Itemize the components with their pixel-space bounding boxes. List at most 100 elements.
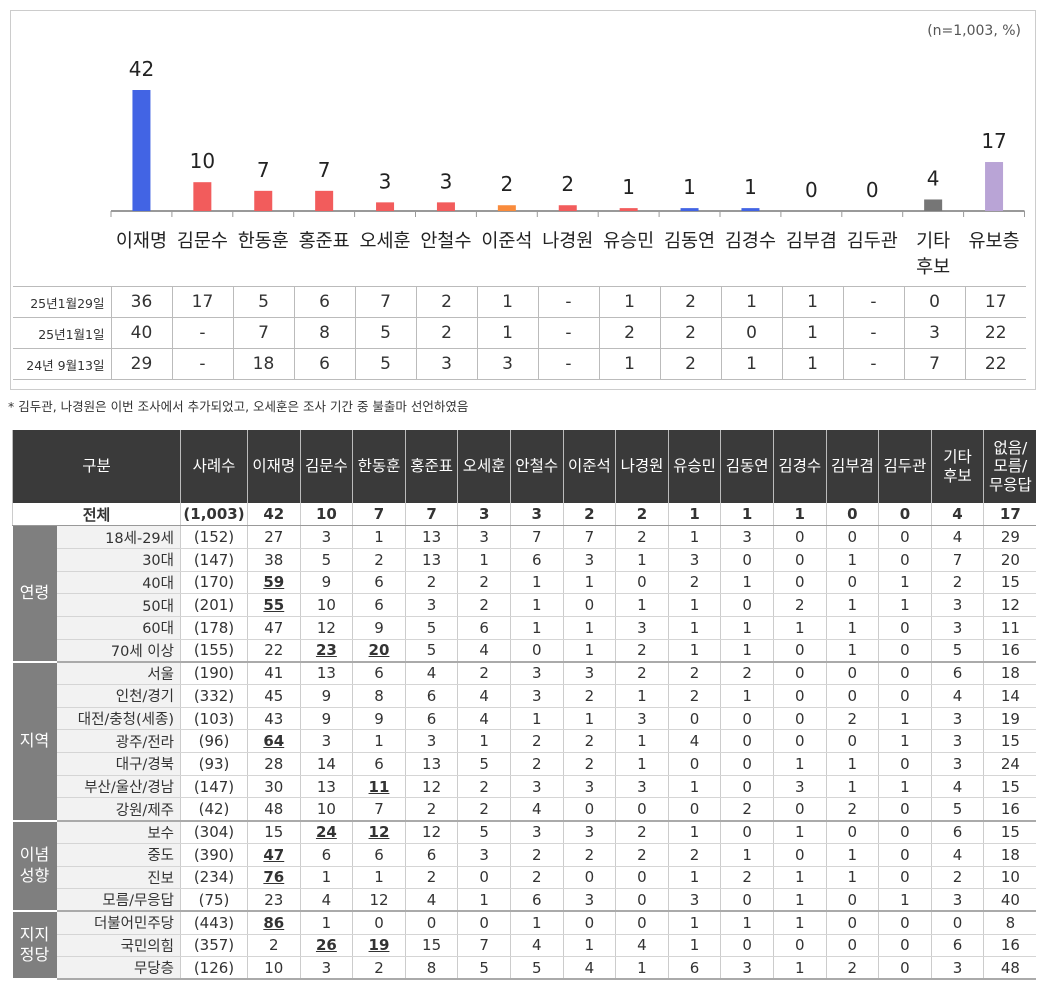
cell-value: 4 (479, 709, 489, 728)
cell: 13 (299, 661, 353, 685)
cell-value: 18 (1000, 845, 1020, 864)
cell: 2 (720, 661, 774, 685)
cell-value: 3 (952, 754, 963, 773)
cell-value: 3 (584, 890, 595, 909)
cell-value: 3 (952, 596, 963, 615)
cell-value: 1 (794, 913, 805, 932)
cell: 2 (667, 661, 721, 685)
cell-value: 9 (374, 618, 384, 637)
cell-value: 2 (374, 958, 384, 977)
cell: 4 (457, 639, 511, 663)
cell: 13 (299, 775, 353, 799)
cell-value: 9 (321, 686, 332, 705)
bar (985, 162, 1004, 211)
cell-value: 4 (426, 664, 437, 683)
cell: 1 (720, 616, 774, 640)
column-header: 구분 (12, 430, 181, 503)
cell-value: 0 (479, 868, 489, 887)
cell: 1 (825, 866, 879, 890)
cell-value: (103) (193, 709, 235, 728)
cell: 1 (509, 616, 564, 640)
cell-value: 1 (741, 505, 753, 524)
cell: 41 (247, 661, 301, 685)
cell-value: 11 (1000, 618, 1020, 637)
cell: 1 (772, 911, 827, 935)
cell: 2 (415, 317, 477, 349)
cell: 0 (772, 843, 827, 867)
cell-value: 10 (1000, 868, 1020, 887)
cell: 3 (509, 684, 564, 708)
cell: 16 (983, 934, 1037, 958)
cell-value: 1 (900, 890, 910, 909)
cell-value: 강원/제주 (115, 802, 174, 819)
cell: 0 (720, 934, 774, 958)
cell-value: 1 (742, 686, 752, 705)
cell-value: (178) (193, 618, 235, 637)
cell: 0 (772, 934, 827, 958)
cell: 15 (983, 820, 1037, 844)
category-label: 이재명 (116, 231, 167, 252)
cell: 6 (352, 571, 406, 595)
cell: 4 (930, 525, 984, 549)
cell: 5 (404, 616, 458, 640)
cell: 1 (825, 775, 879, 799)
cell-value: (152) (193, 528, 235, 547)
table-row: 국민의힘 (357) 2 26 19 15 7 4 1 4 1 0 0 0 0 6 16 (13, 934, 1037, 958)
cell-value: 진보 (147, 870, 174, 887)
cell-value: 20 (368, 641, 390, 660)
cell-value: 6 (689, 958, 700, 977)
bar-value-label: 4 (927, 166, 940, 190)
cell-value: 2 (742, 868, 752, 887)
cell: 1 (878, 729, 932, 754)
cell-value: 19 (368, 936, 390, 955)
cell: 19 (352, 934, 406, 958)
cell: 40 (110, 317, 172, 349)
cell: 86 (247, 911, 301, 935)
cell-value: 1 (531, 709, 542, 728)
cell: 0 (772, 661, 827, 685)
cell: 2 (615, 639, 669, 663)
cell: 0 (825, 820, 879, 844)
cell: 2 (352, 956, 406, 981)
cell-value: 40대 (142, 575, 174, 592)
cell: 76 (247, 866, 301, 890)
cell: 45 (247, 684, 301, 708)
cell: 2 (404, 866, 458, 890)
column-header: 홍준표 (404, 430, 458, 503)
cell-value: 1 (689, 596, 700, 615)
cell: 2 (615, 503, 669, 527)
cell-value: 광주/전라 (115, 734, 174, 751)
cell: 7 (562, 525, 616, 549)
chart-panel: (n=1,003, %) 42 이재명 10 김문수 7 한동훈 7 홍준표 3 오세훈 3 안철수 2… (10, 10, 1036, 390)
cell-value: 2 (479, 573, 489, 592)
cell: 2 (352, 548, 406, 572)
cell-value: 6 (952, 936, 963, 955)
cell-value: 18 (1000, 664, 1020, 683)
cell-value: 4 (426, 890, 437, 909)
cell-value: 29 (1000, 528, 1020, 547)
cell: 2 (457, 593, 511, 617)
cell-value: 1 (374, 528, 384, 547)
cell-value: 3 (637, 709, 647, 728)
cell: 0 (562, 866, 616, 890)
cell-value: 26 (315, 936, 337, 955)
cell-value: 0 (900, 800, 910, 819)
cell-value: 20 (1000, 550, 1020, 569)
cell: 1 (476, 317, 538, 349)
cell-value: 2 (479, 664, 489, 683)
cell: - (171, 348, 233, 380)
cell-value: 64 (263, 732, 285, 751)
cell: 0 (509, 639, 564, 663)
cell: 2 (509, 729, 564, 754)
cell: 1 (772, 866, 827, 890)
cell: 6 (404, 707, 458, 731)
cell: 1 (772, 956, 827, 981)
row-label: 부산/울산/경남 (56, 775, 181, 799)
cell-value: 42 (263, 505, 285, 524)
cell-value: 2 (426, 800, 437, 819)
cell: 0 (772, 729, 827, 754)
cell-value: 0 (742, 732, 752, 751)
cell-value: 2 (637, 823, 647, 842)
cell-value: (147) (193, 550, 235, 569)
cell-value: 6 (374, 845, 384, 864)
